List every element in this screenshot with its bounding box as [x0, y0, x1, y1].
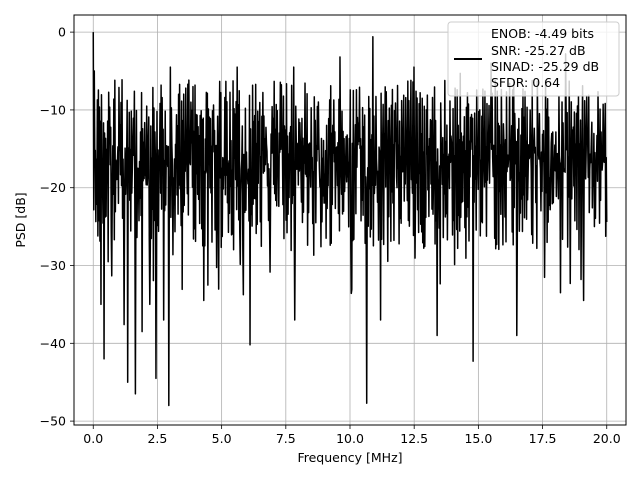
- x-tick-label: 5.0: [212, 431, 232, 446]
- legend-line-snr: SNR: -25.27 dB: [491, 43, 586, 58]
- x-tick-label: 10.0: [336, 431, 364, 446]
- x-tick-label: 15.0: [464, 431, 492, 446]
- x-axis-label: Frequency [MHz]: [297, 450, 402, 465]
- x-tick-label: 2.5: [147, 431, 167, 446]
- x-tick-label: 0.0: [83, 431, 103, 446]
- x-tick-label: 7.5: [276, 431, 296, 446]
- x-tick-label: 20.0: [593, 431, 621, 446]
- y-tick-label: −20: [40, 180, 66, 195]
- y-tick-label: −10: [40, 102, 66, 117]
- x-tick-label: 12.5: [400, 431, 428, 446]
- legend-line-enob: ENOB: -4.49 bits: [491, 26, 594, 41]
- y-tick-label: −40: [40, 336, 66, 351]
- y-tick-label: −30: [40, 258, 66, 273]
- legend: ENOB: -4.49 bits SNR: -25.27 dB SINAD: -…: [447, 21, 620, 97]
- y-tick-label: 0: [58, 25, 66, 40]
- legend-line-sinad: SINAD: -25.29 dB: [491, 59, 599, 74]
- y-tick-label: −50: [40, 414, 66, 429]
- legend-box: [447, 21, 620, 97]
- psd-series-line: [92, 32, 608, 407]
- y-axis-label: PSD [dB]: [13, 192, 28, 247]
- x-tick-label: 17.5: [529, 431, 557, 446]
- legend-line-sfdr: SFDR: 0.64: [491, 75, 560, 90]
- tick-layer: 0.0 2.5 5.0 7.5 10.0 12.5 15.0 17.5 20.0 0 −10 −20 −…: [40, 25, 621, 446]
